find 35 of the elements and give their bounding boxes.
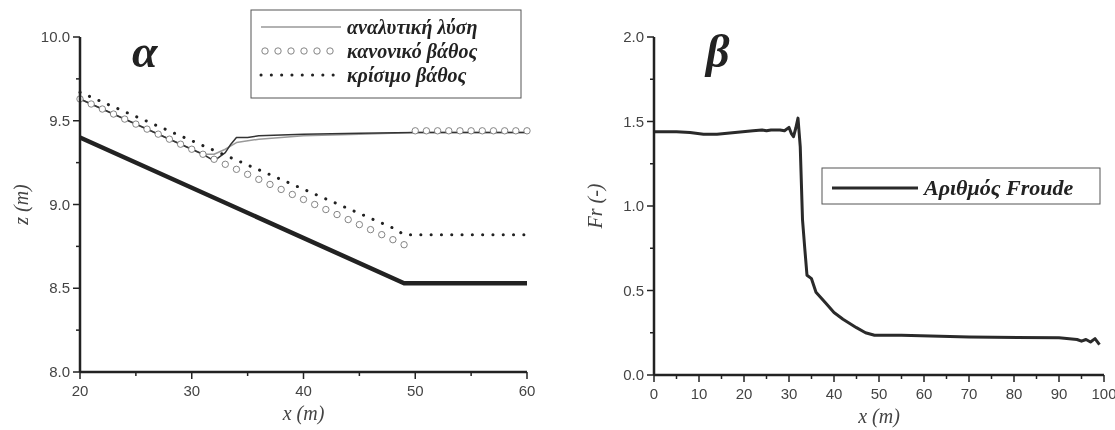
x-tick-label: 40 [295, 382, 312, 399]
x-tick-label: 40 [825, 385, 843, 402]
x-tick-label: 10 [690, 385, 708, 402]
x-tick-label: 80 [1005, 385, 1023, 402]
chart-title: β [704, 26, 730, 77]
x-axis-title: x (m) [281, 402, 325, 425]
legend-label: Αριθμός Froude [922, 175, 1074, 201]
legend-label: αναλυτική λύση [347, 15, 478, 39]
x-tick-label: 70 [960, 385, 978, 402]
x-tick-label: 50 [406, 382, 424, 399]
y-tick-label: 9.0 [49, 195, 70, 213]
y-tick-label: 0.5 [623, 281, 644, 299]
legend-label: κρίσιμο βάθος [347, 63, 467, 87]
y-tick-label: 8.5 [49, 279, 70, 297]
y-tick-label: 9.5 [49, 111, 70, 129]
y-tick-label: 2.0 [623, 28, 644, 45]
x-tick-label: 50 [870, 385, 888, 402]
y-tick-label: 8.0 [49, 363, 70, 380]
y-tick-label: 10.0 [40, 28, 70, 45]
x-tick-label: 60 [915, 385, 933, 402]
y-axis-title: z (m) [10, 183, 33, 226]
x-tick-label: 30 [183, 382, 201, 399]
y-tick-label: 1.5 [623, 112, 644, 130]
y-tick-label: 0.0 [623, 366, 644, 383]
x-tick-label: 90 [1050, 385, 1068, 402]
chart-title: α [132, 26, 159, 77]
y-tick-label: 1.0 [623, 197, 644, 214]
x-axis-title: x (m) [857, 405, 901, 428]
x-tick-label: 30 [780, 385, 798, 402]
x-tick-label: 20 [735, 385, 753, 402]
x-tick-label: 20 [71, 382, 89, 399]
y-axis-title: Fr (-) [584, 183, 607, 230]
x-tick-label: 60 [518, 382, 536, 399]
x-tick-label: 0 [649, 385, 659, 402]
legend-label: κανονικό βάθος [347, 39, 478, 63]
